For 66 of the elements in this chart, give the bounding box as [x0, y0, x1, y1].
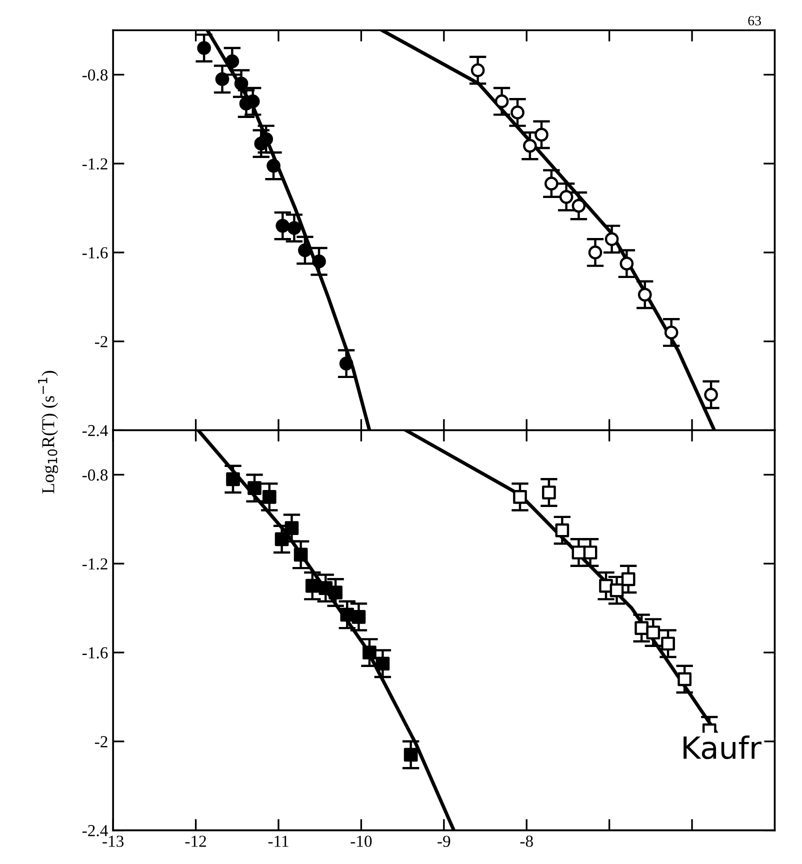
point: [494, 94, 509, 108]
point: [621, 572, 636, 586]
point: [588, 246, 602, 260]
y-tick-label: -1.6: [82, 647, 108, 659]
point: [704, 388, 718, 402]
point: [352, 610, 366, 624]
y-tick-label: -2: [94, 736, 108, 748]
point: [284, 521, 299, 535]
y-tick-label: -2: [94, 336, 108, 348]
y-tick-label: -1.2: [82, 558, 108, 570]
point: [470, 63, 485, 78]
point: [542, 486, 556, 500]
point: [610, 583, 624, 598]
point: [572, 198, 586, 213]
point: [305, 578, 320, 593]
x-tick-label: -11: [268, 836, 288, 847]
point: [294, 548, 308, 562]
y-tick-label: -0.8: [82, 69, 108, 81]
y-tick-label: -2.4: [82, 825, 108, 836]
point: [215, 72, 230, 86]
point: [661, 636, 675, 651]
x-tick-label: -9: [438, 836, 450, 847]
point: [513, 490, 527, 504]
text: 63: [748, 16, 761, 26]
point: [266, 158, 280, 173]
point: [555, 523, 570, 538]
point: [328, 586, 342, 600]
point: [583, 546, 598, 560]
point: [312, 254, 326, 268]
point: [544, 176, 558, 191]
x-tick-label: -12: [185, 836, 206, 847]
point: [604, 232, 619, 246]
x-tick-label: -13: [102, 836, 124, 847]
y-axis-title: Log$_{10}$R(T) (s$^{−1}$): [38, 370, 58, 494]
y-tick-label: -1.2: [82, 158, 108, 170]
point: [634, 621, 648, 635]
x-tick-label: -10: [350, 836, 372, 847]
point: [510, 106, 524, 120]
annotation: Kaufr: [684, 736, 762, 760]
point: [287, 221, 302, 235]
point: [678, 672, 692, 686]
point: [664, 326, 678, 340]
y-tick-label: -1.6: [82, 247, 108, 258]
point: [559, 190, 574, 204]
y-tick-label: -0.8: [82, 469, 108, 481]
point: [646, 626, 660, 640]
point: [248, 481, 262, 495]
point: [638, 288, 652, 302]
point: [234, 76, 248, 90]
point: [523, 138, 537, 153]
point: [197, 41, 211, 55]
point: [376, 656, 390, 671]
point: [226, 472, 240, 486]
point: [298, 243, 312, 258]
point: [225, 54, 240, 68]
point: [620, 256, 634, 271]
point: [534, 128, 548, 142]
point: [404, 748, 418, 762]
point: [262, 490, 276, 504]
y-tick-label: -2.4: [82, 425, 108, 436]
point: [274, 532, 289, 546]
point: [259, 132, 274, 146]
x-tick-label: -8: [520, 836, 533, 847]
point: [276, 218, 290, 233]
point: [362, 646, 376, 660]
point: [339, 356, 354, 371]
